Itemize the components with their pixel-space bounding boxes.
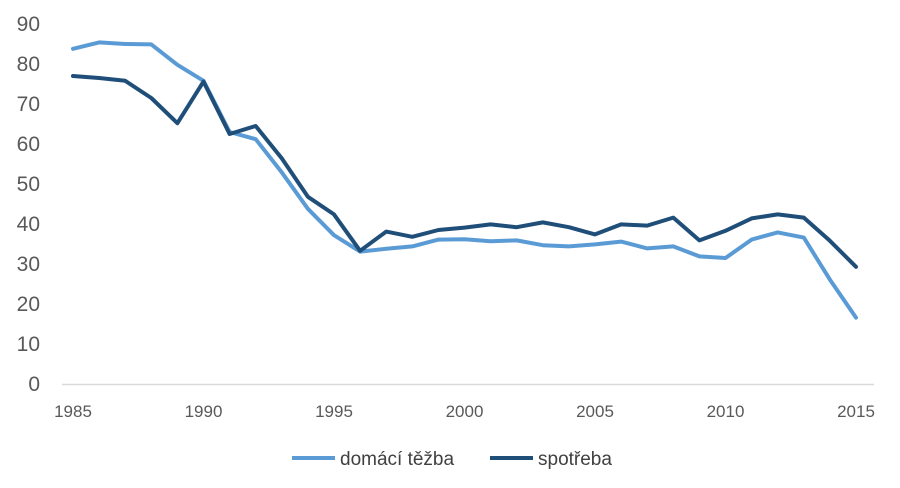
series-line-2	[71, 74, 858, 269]
y-tick-label: 0	[28, 373, 40, 396]
legend-item-1: domácí těžba	[292, 449, 454, 470]
x-tick-label: 1995	[315, 402, 353, 421]
x-tick-label: 1990	[185, 402, 223, 421]
y-tick-label: 60	[17, 133, 40, 156]
y-tick-label: 40	[17, 213, 40, 236]
x-tick-label: 1985	[54, 402, 92, 421]
y-tick-label: 30	[17, 253, 40, 276]
series-line-1	[71, 40, 858, 320]
y-tick-label: 20	[17, 293, 40, 316]
x-axis-tick-labels: 1985 1990 1995 2000 2005 2010 2015	[54, 402, 875, 421]
x-tick-label: 2005	[576, 402, 614, 421]
y-tick-label: 10	[17, 333, 40, 356]
y-tick-label: 50	[17, 173, 40, 196]
x-tick-label: 2010	[707, 402, 745, 421]
x-tick-label: 2000	[446, 402, 484, 421]
legend-label: spotřeba	[538, 449, 612, 470]
y-tick-label: 80	[17, 53, 40, 76]
x-tick-label: 2015	[837, 402, 875, 421]
y-tick-label: 70	[17, 93, 40, 116]
y-axis-tick-labels: 0 10 20 30 40 50 60 70 80 90	[17, 13, 40, 396]
legend: domácí těžba spotřeba	[292, 449, 612, 470]
legend-item-2: spotřeba	[490, 449, 612, 470]
y-tick-label: 90	[17, 13, 40, 36]
legend-label: domácí těžba	[340, 449, 454, 470]
series-lines	[71, 40, 858, 320]
